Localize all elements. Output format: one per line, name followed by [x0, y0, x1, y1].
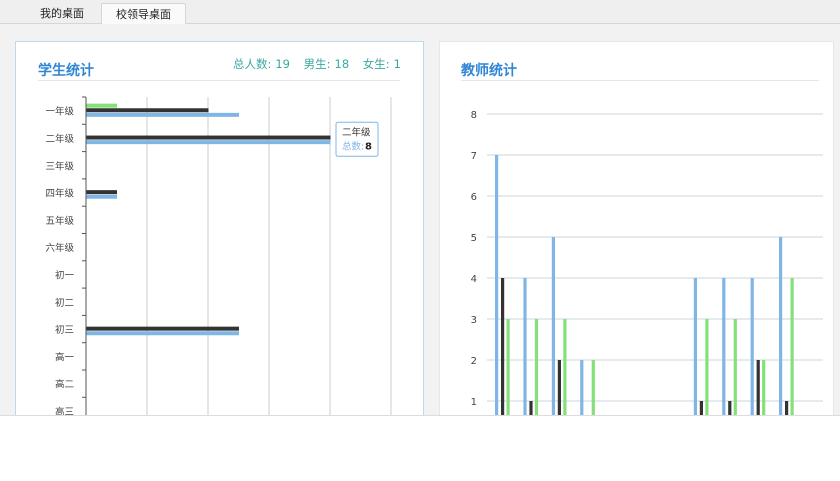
bottom-blank-area	[0, 415, 840, 481]
y-tick-label: 3	[471, 315, 477, 326]
teacher-bar	[779, 237, 783, 415]
teacher-bar	[563, 319, 567, 415]
female-count-value: 1	[393, 57, 401, 71]
teacher-bar	[529, 401, 533, 415]
y-tick-label: 高三	[55, 406, 74, 415]
teacher-bar	[790, 278, 794, 415]
teacher-bar	[750, 278, 754, 415]
tab-bar: 我的桌面 校领导桌面	[0, 0, 840, 24]
y-tick-label: 4	[471, 274, 477, 285]
male-count-value: 18	[334, 57, 350, 71]
teacher-bar	[580, 360, 584, 415]
teacher-bar	[705, 319, 709, 415]
tab-leader-desktop[interactable]: 校领导桌面	[101, 3, 186, 24]
tooltip-category: 二年级	[342, 126, 371, 138]
total-count-label: 总人数:	[232, 57, 272, 71]
teacher-bar	[501, 278, 505, 415]
teacher-bar	[762, 360, 766, 415]
student-bar	[86, 108, 209, 113]
tooltip-value: 8	[365, 141, 372, 152]
student-bar	[86, 103, 117, 108]
tab-my-desktop[interactable]: 我的桌面	[40, 7, 84, 20]
teacher-bar-chart: 1 2 3 4 5 6 7 8	[471, 110, 823, 415]
teacher-bar	[495, 155, 499, 415]
y-tick-label: 初一	[55, 269, 75, 281]
tooltip-series-label: 总数:	[342, 140, 364, 152]
student-bar	[86, 190, 117, 195]
teacher-bar	[756, 360, 760, 415]
tooltip-box	[335, 121, 379, 157]
teacher-bar	[693, 278, 697, 415]
y-tick-label: 初三	[55, 324, 74, 336]
male-count-label: 男生:	[303, 57, 331, 71]
student-bar	[86, 140, 331, 145]
teacher-bar	[523, 278, 527, 415]
teacher-bar	[557, 360, 561, 415]
student-stats-panel: 学生统计 总人数: 19 男生: 18 女生: 1 一年级二年级三年级四年级五年级六年…	[15, 41, 424, 415]
y-tick-label: 2	[471, 356, 477, 367]
teacher-bar	[591, 360, 595, 415]
student-stats-summary: 总人数: 19 男生: 18 女生: 1	[223, 56, 401, 72]
y-tick-label: 1	[471, 397, 477, 408]
teacher-bar	[728, 401, 732, 415]
teacher-bar	[551, 237, 555, 415]
y-tick-label: 三年级	[45, 160, 74, 172]
student-bar	[86, 112, 239, 117]
y-tick-label: 五年级	[45, 215, 74, 227]
y-tick-label: 8	[471, 110, 477, 121]
student-title-divider	[38, 80, 400, 81]
student-bar	[86, 194, 117, 199]
teacher-bar	[506, 319, 510, 415]
teacher-bar	[699, 401, 703, 415]
dashboard-content: 学生统计 总人数: 19 男生: 18 女生: 1 一年级 二年级 三年级 四年级 五年级 六年…	[0, 24, 840, 415]
y-tick-label: 四年级	[45, 188, 74, 200]
y-tick-label: 六年级	[45, 242, 74, 254]
student-bar	[86, 326, 239, 331]
y-tick-label: 一年级	[45, 106, 74, 118]
total-count-value: 19	[275, 57, 290, 71]
student-bar	[86, 331, 239, 336]
teacher-title-divider	[461, 80, 819, 81]
teacher-bar	[534, 319, 539, 415]
y-tick-label: 7	[471, 151, 477, 162]
y-tick-label: 二年级	[45, 133, 74, 145]
female-count-label: 女生:	[362, 57, 390, 71]
y-tick-label: 初二	[55, 297, 74, 309]
y-tick-label: 高二	[55, 379, 74, 391]
teacher-bar	[733, 319, 737, 415]
y-tick-label: 6	[471, 192, 477, 203]
teacher-stats-title: 教师统计	[461, 63, 517, 79]
teacher-bar	[722, 278, 726, 415]
teacher-bar	[785, 401, 789, 415]
y-tick-label: 高一	[55, 351, 75, 363]
student-stats-title: 学生统计	[38, 63, 94, 79]
teacher-stats-panel: 教师统计 1 2 3 4 5 6 7 8	[439, 41, 834, 415]
student-bar	[86, 135, 331, 140]
y-tick-label: 5	[471, 233, 477, 244]
